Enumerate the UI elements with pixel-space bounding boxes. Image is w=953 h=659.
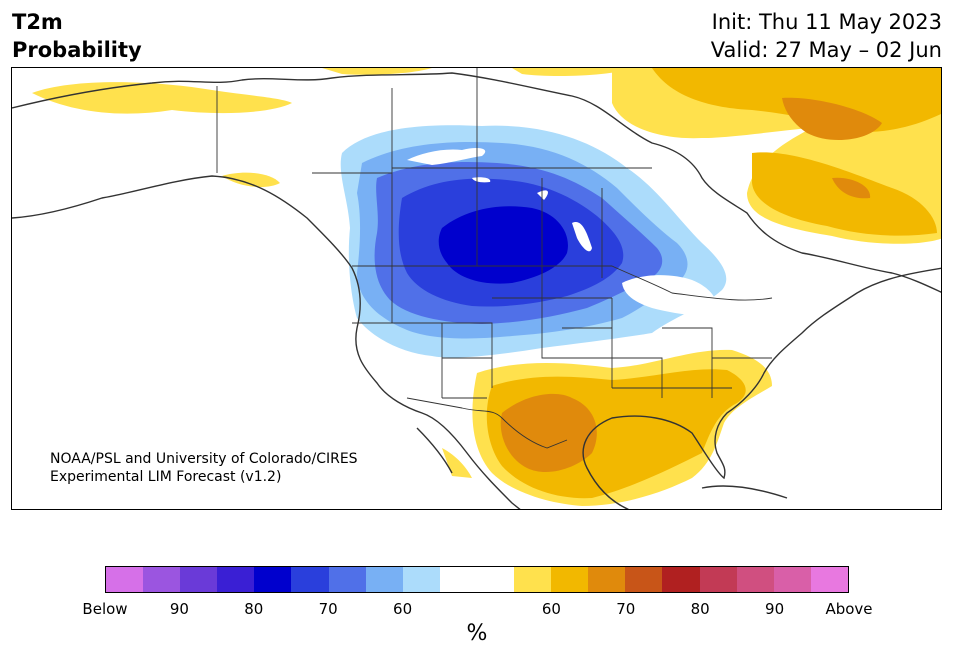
credit-line-2: Experimental LIM Forecast (v1.2) [50, 469, 282, 485]
probability-map [12, 68, 941, 509]
colorbar-tick-label: 80 [690, 600, 710, 618]
political-borders [216, 68, 773, 449]
colorbar-cell [143, 567, 181, 592]
lakes [407, 148, 716, 316]
north-coast-line [12, 72, 941, 293]
colorbar-cell [476, 567, 515, 592]
colorbar-tick-label: 60 [541, 600, 561, 618]
valid-range: Valid: 27 May – 02 Jun [710, 38, 942, 62]
colorbar-cell [588, 567, 626, 592]
colorbar-cell [625, 567, 663, 592]
colorbar-cell [180, 567, 218, 592]
credit-text: NOAA/PSL and University of Colorado/CIRE… [50, 450, 358, 486]
cold-region-90 [438, 206, 568, 284]
title-line-1: T2m [12, 10, 63, 34]
title-line-2: Probability [12, 38, 142, 62]
us-mexico-border [406, 397, 568, 449]
colorbar-cell [328, 567, 366, 592]
colorbar-cell [736, 567, 774, 592]
warm-regions [32, 68, 941, 506]
colorbar-cell [254, 567, 292, 592]
colorbar-cell [699, 567, 737, 592]
colorbar-tick-label: 60 [393, 600, 413, 618]
colorbar-cell [773, 567, 811, 592]
colorbar-unit: % [466, 621, 488, 646]
colorbar-cell [402, 567, 440, 592]
pacific-coast-line [12, 175, 521, 509]
warm-region-bc-coast [222, 172, 280, 188]
colorbar [105, 566, 849, 593]
warm-region-south-80 [500, 393, 597, 473]
colorbar-tick-label: 70 [616, 600, 636, 618]
canada-provinces [312, 68, 652, 278]
colorbar-cell [291, 567, 329, 592]
warm-region-arctic-strip [322, 68, 632, 76]
colorbar-cell [551, 567, 589, 592]
colorbar-cell [365, 567, 403, 592]
init-date: Init: Thu 11 May 2023 [711, 10, 942, 34]
colorbar-tick-label: 90 [169, 600, 189, 618]
colorbar-tick-label: 70 [318, 600, 338, 618]
coastlines [12, 72, 941, 509]
colorbar-tick-label: 80 [244, 600, 264, 618]
great-lakes [622, 275, 716, 316]
map-title: T2m Probability [12, 8, 142, 64]
colorbar-cell [514, 567, 552, 592]
lake-athabasca [537, 190, 548, 200]
warm-region-alaska [32, 82, 292, 114]
colorbar-cell [662, 567, 700, 592]
colorbar-cell [217, 567, 255, 592]
us-states [352, 266, 772, 399]
colorbar-tick-label: Above [825, 600, 873, 618]
colorbar-cell [106, 567, 144, 592]
great-bear-lake [407, 148, 486, 165]
colorbar-tick-label: Below [82, 600, 128, 618]
baja-outline [416, 427, 453, 474]
credit-line-1: NOAA/PSL and University of Colorado/CIRE… [50, 451, 358, 467]
colorbar-cell [810, 567, 848, 592]
lake-winnipeg [572, 222, 592, 252]
us-canada-border [352, 265, 773, 301]
forecast-dates: Init: Thu 11 May 2023 Valid: 27 May – 02… [711, 8, 942, 64]
map-panel: NOAA/PSL and University of Colorado/CIRE… [11, 67, 942, 510]
atlantic-coast-line [582, 267, 941, 509]
cuba-outline [701, 485, 788, 499]
cold-regions [340, 125, 727, 358]
colorbar-cell [439, 567, 477, 592]
warm-region-greenland-80 [782, 97, 882, 199]
colorbar-tick-label: 90 [765, 600, 785, 618]
